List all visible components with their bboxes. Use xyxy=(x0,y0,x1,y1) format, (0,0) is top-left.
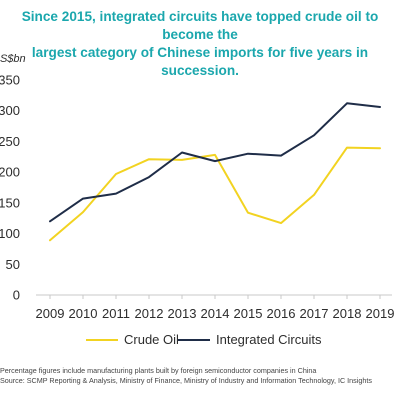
x-tick-label: 2019 xyxy=(366,306,395,321)
y-tick-label: 100 xyxy=(0,226,20,241)
x-tick-label: 2010 xyxy=(69,306,98,321)
legend-item-integrated-circuits: Integrated Circuits xyxy=(178,332,322,347)
x-tick-label: 2013 xyxy=(168,306,197,321)
chart-legend: Crude Oil Integrated Circuits xyxy=(0,332,400,352)
series-line-integrated-circuits xyxy=(49,102,381,223)
footnotes: Percentage figures include manufacturing… xyxy=(0,366,400,386)
y-tick-label: 200 xyxy=(0,165,20,180)
legend-swatch-crude-oil xyxy=(86,338,118,341)
x-tick-label: 2016 xyxy=(267,306,296,321)
legend-item-crude-oil: Crude Oil xyxy=(86,332,179,347)
y-tick-label: 50 xyxy=(6,257,20,272)
footnote-note: Percentage figures include manufacturing… xyxy=(0,366,317,375)
chart-title: Since 2015, integrated circuits have top… xyxy=(0,8,400,80)
y-tick-label: 250 xyxy=(0,134,20,149)
x-tick-label: 2011 xyxy=(102,306,130,321)
line-chart: US$bn 0 50 100 150 200 250 300 350 2009 2010 2011 20… xyxy=(0,53,394,321)
legend-label-crude-oil: Crude Oil xyxy=(124,332,179,347)
legend-swatch-integrated-circuits xyxy=(178,338,210,341)
x-tick-label: 2014 xyxy=(201,306,230,321)
x-tick-label: 2015 xyxy=(234,306,263,321)
y-tick-label: 0 xyxy=(13,288,20,303)
x-tick-label: 2018 xyxy=(333,306,362,321)
y-tick-label: 150 xyxy=(0,195,20,210)
y-tick-label: 350 xyxy=(0,73,20,88)
y-tick-label: 300 xyxy=(0,103,20,118)
y-axis-unit-label: US$bn xyxy=(0,53,26,65)
footnote-source: Source: SCMP Reporting & Analysis, Minis… xyxy=(0,376,372,385)
chart-axes: US$bn 0 50 100 150 200 250 300 350 2009 2010 2011 20… xyxy=(0,53,394,321)
legend-label-integrated-circuits: Integrated Circuits xyxy=(216,332,322,347)
chart-title-line-1: Since 2015, integrated circuits have top… xyxy=(21,9,379,42)
series-line-crude-oil xyxy=(49,146,381,242)
x-tick-label: 2017 xyxy=(300,306,329,321)
x-tick-label: 2009 xyxy=(36,306,65,321)
chart-title-line-2: largest category of Chinese imports for … xyxy=(31,45,369,78)
x-tick-label: 2012 xyxy=(135,306,164,321)
chart-series xyxy=(49,102,381,242)
